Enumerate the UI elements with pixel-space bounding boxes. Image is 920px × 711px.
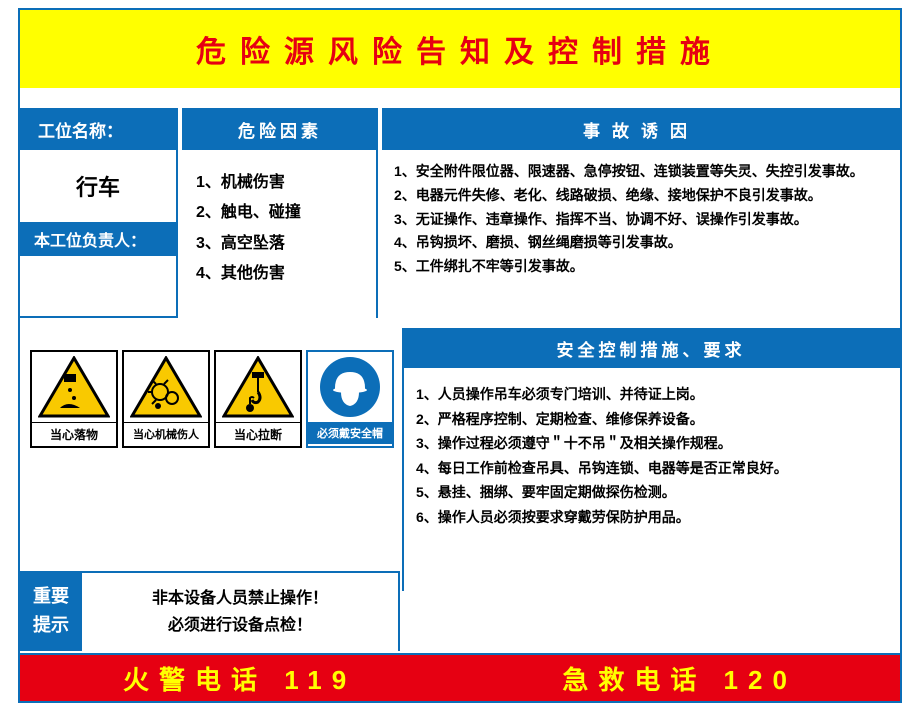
measures-header: 安全控制措施、要求	[402, 328, 900, 368]
important-notice: 非本设备人员禁止操作！ 必须进行设备点检！	[82, 571, 400, 651]
cause-item: 4、吊钩损坏、磨损、钢丝绳磨损等引发事故。	[394, 231, 888, 255]
responsible-value	[20, 256, 178, 318]
sign-machinery: 当心机械伤人	[122, 350, 210, 448]
measures-list: 1、人员操作吊车必须专门培训、并待证上岗。 2、严格程序控制、定期检查、维修保养…	[402, 368, 900, 591]
fire-phone: 火警电话 119	[103, 660, 376, 697]
mandatory-circle-icon	[317, 354, 383, 420]
safety-notice-poster: 危险源风险告知及控制措施 工位名称： 危险因素 事故诱因 行车 本工位负责人： …	[0, 0, 920, 711]
station-header: 工位名称：	[20, 108, 178, 150]
warning-triangle-icon	[130, 356, 202, 418]
measure-item: 3、操作过程必须遵守＂十不吊＂及相关操作规程。	[416, 431, 888, 456]
warning-triangle-icon	[222, 356, 294, 418]
sign-falling-object: 当心落物	[30, 350, 118, 448]
measure-item: 1、人员操作吊车必须专门培训、并待证上岗。	[416, 382, 888, 407]
important-line: 必须进行设备点检！	[168, 612, 312, 639]
title-text: 危险源风险告知及控制措施	[196, 27, 724, 71]
emergency-phone: 急救电话 120	[542, 660, 817, 697]
title-bar: 危险源风险告知及控制措施	[20, 10, 900, 88]
causes-header: 事故诱因	[382, 108, 900, 150]
risk-factor-item: 3、高空坠落	[196, 229, 362, 259]
cause-item: 5、工件绑扎不牢等引发事故。	[394, 255, 888, 279]
cause-item: 2、电器元件失修、老化、线路破损、绝缘、接地保护不良引发事故。	[394, 184, 888, 208]
emergency-footer: 火警电话 119 急救电话 120	[20, 653, 900, 701]
measure-item: 2、严格程序控制、定期检查、维修保养设备。	[416, 407, 888, 432]
important-label: 重要 提示	[20, 571, 82, 651]
important-line: 非本设备人员禁止操作！	[152, 585, 328, 612]
risk-factor-item: 1、机械伤害	[196, 168, 362, 198]
sign-label: 当心落物	[32, 422, 116, 446]
risk-factor-item: 4、其他伤害	[196, 259, 362, 289]
sign-crane-hook: 当心拉断	[214, 350, 302, 448]
sign-label: 必须戴安全帽	[308, 422, 392, 444]
responsible-header: 本工位负责人：	[20, 222, 178, 256]
cause-item: 3、无证操作、违章操作、指挥不当、协调不好、误操作引发事故。	[394, 208, 888, 232]
sign-label: 当心机械伤人	[124, 422, 208, 445]
measure-item: 4、每日工作前检查吊具、吊钩连锁、电器等是否正常良好。	[416, 456, 888, 481]
safety-signs: 当心落物 当心机械伤人	[30, 350, 400, 448]
measure-item: 6、操作人员必须按要求穿戴劳保防护用品。	[416, 505, 888, 530]
warning-triangle-icon	[38, 356, 110, 418]
risk-factors-list: 1、机械伤害 2、触电、碰撞 3、高空坠落 4、其他伤害	[182, 150, 378, 318]
measure-item: 5、悬挂、捆绑、要牢固定期做探伤检测。	[416, 480, 888, 505]
risk-factors-header: 危险因素	[182, 108, 378, 150]
cause-item: 1、安全附件限位器、限速器、急停按钮、连锁装置等失灵、失控引发事故。	[394, 160, 888, 184]
header-row: 工位名称： 危险因素 事故诱因	[20, 108, 900, 150]
causes-list: 1、安全附件限位器、限速器、急停按钮、连锁装置等失灵、失控引发事故。 2、电器元…	[382, 150, 900, 318]
sign-helmet: 必须戴安全帽	[306, 350, 394, 448]
sign-label: 当心拉断	[216, 422, 300, 446]
risk-factor-item: 2、触电、碰撞	[196, 198, 362, 228]
station-name: 行车	[20, 150, 178, 222]
